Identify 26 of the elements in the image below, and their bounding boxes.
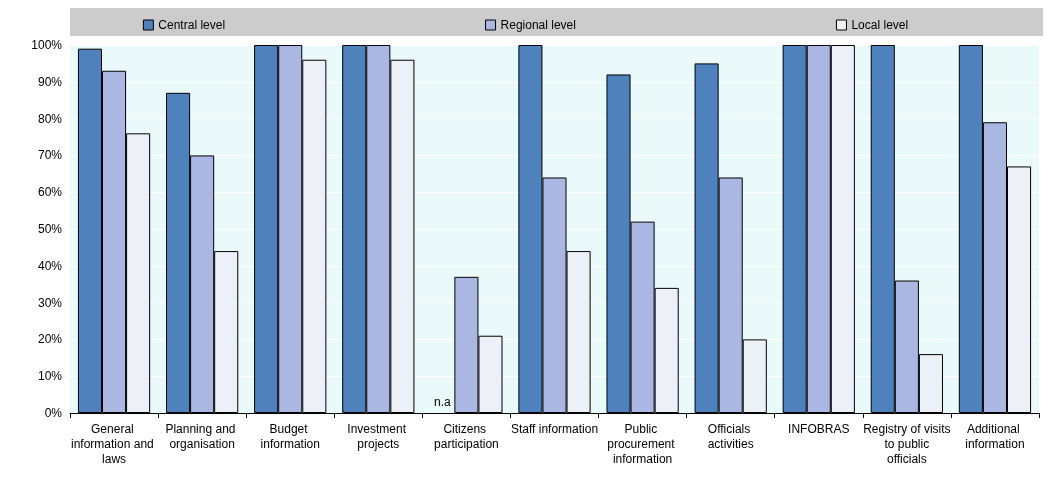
y-tick-label: 0%	[44, 406, 63, 420]
y-tick-label: 40%	[37, 258, 63, 273]
x-tick-label: Citizens participation	[434, 421, 499, 451]
y-tick-label: 80%	[37, 111, 63, 126]
x-tick-label: General information and laws	[71, 421, 158, 466]
y-tick-label: 90%	[37, 74, 63, 89]
y-tick-label: 20%	[37, 332, 63, 347]
x-tick-label: Additional information	[965, 421, 1025, 451]
x-tick-label: Staff information	[510, 421, 599, 436]
x-tick-label: Investment projects	[347, 421, 410, 451]
y-tick-label: 10%	[37, 369, 63, 384]
x-tick-label: INFOBRAS	[788, 421, 850, 436]
annotation: n.a	[433, 395, 451, 409]
legend-label: Regional level	[500, 18, 576, 32]
legend-label: Local level	[851, 18, 909, 32]
x-tick-label: Registry of visits to public officials	[863, 421, 951, 466]
y-tick-label: 50%	[37, 222, 63, 236]
x-tick-label: Officials activities	[707, 421, 754, 451]
y-tick-label: 100%	[31, 38, 63, 52]
x-tick-label: Public procurement information	[607, 421, 678, 466]
y-tick-label: 60%	[37, 185, 63, 200]
legend-label: Central level	[158, 18, 226, 32]
y-tick-label: 70%	[37, 148, 63, 163]
x-tick-label: Budget information	[260, 421, 320, 451]
y-tick-label: 30%	[37, 295, 63, 310]
x-tick-label: Planning and organisation	[165, 421, 239, 451]
